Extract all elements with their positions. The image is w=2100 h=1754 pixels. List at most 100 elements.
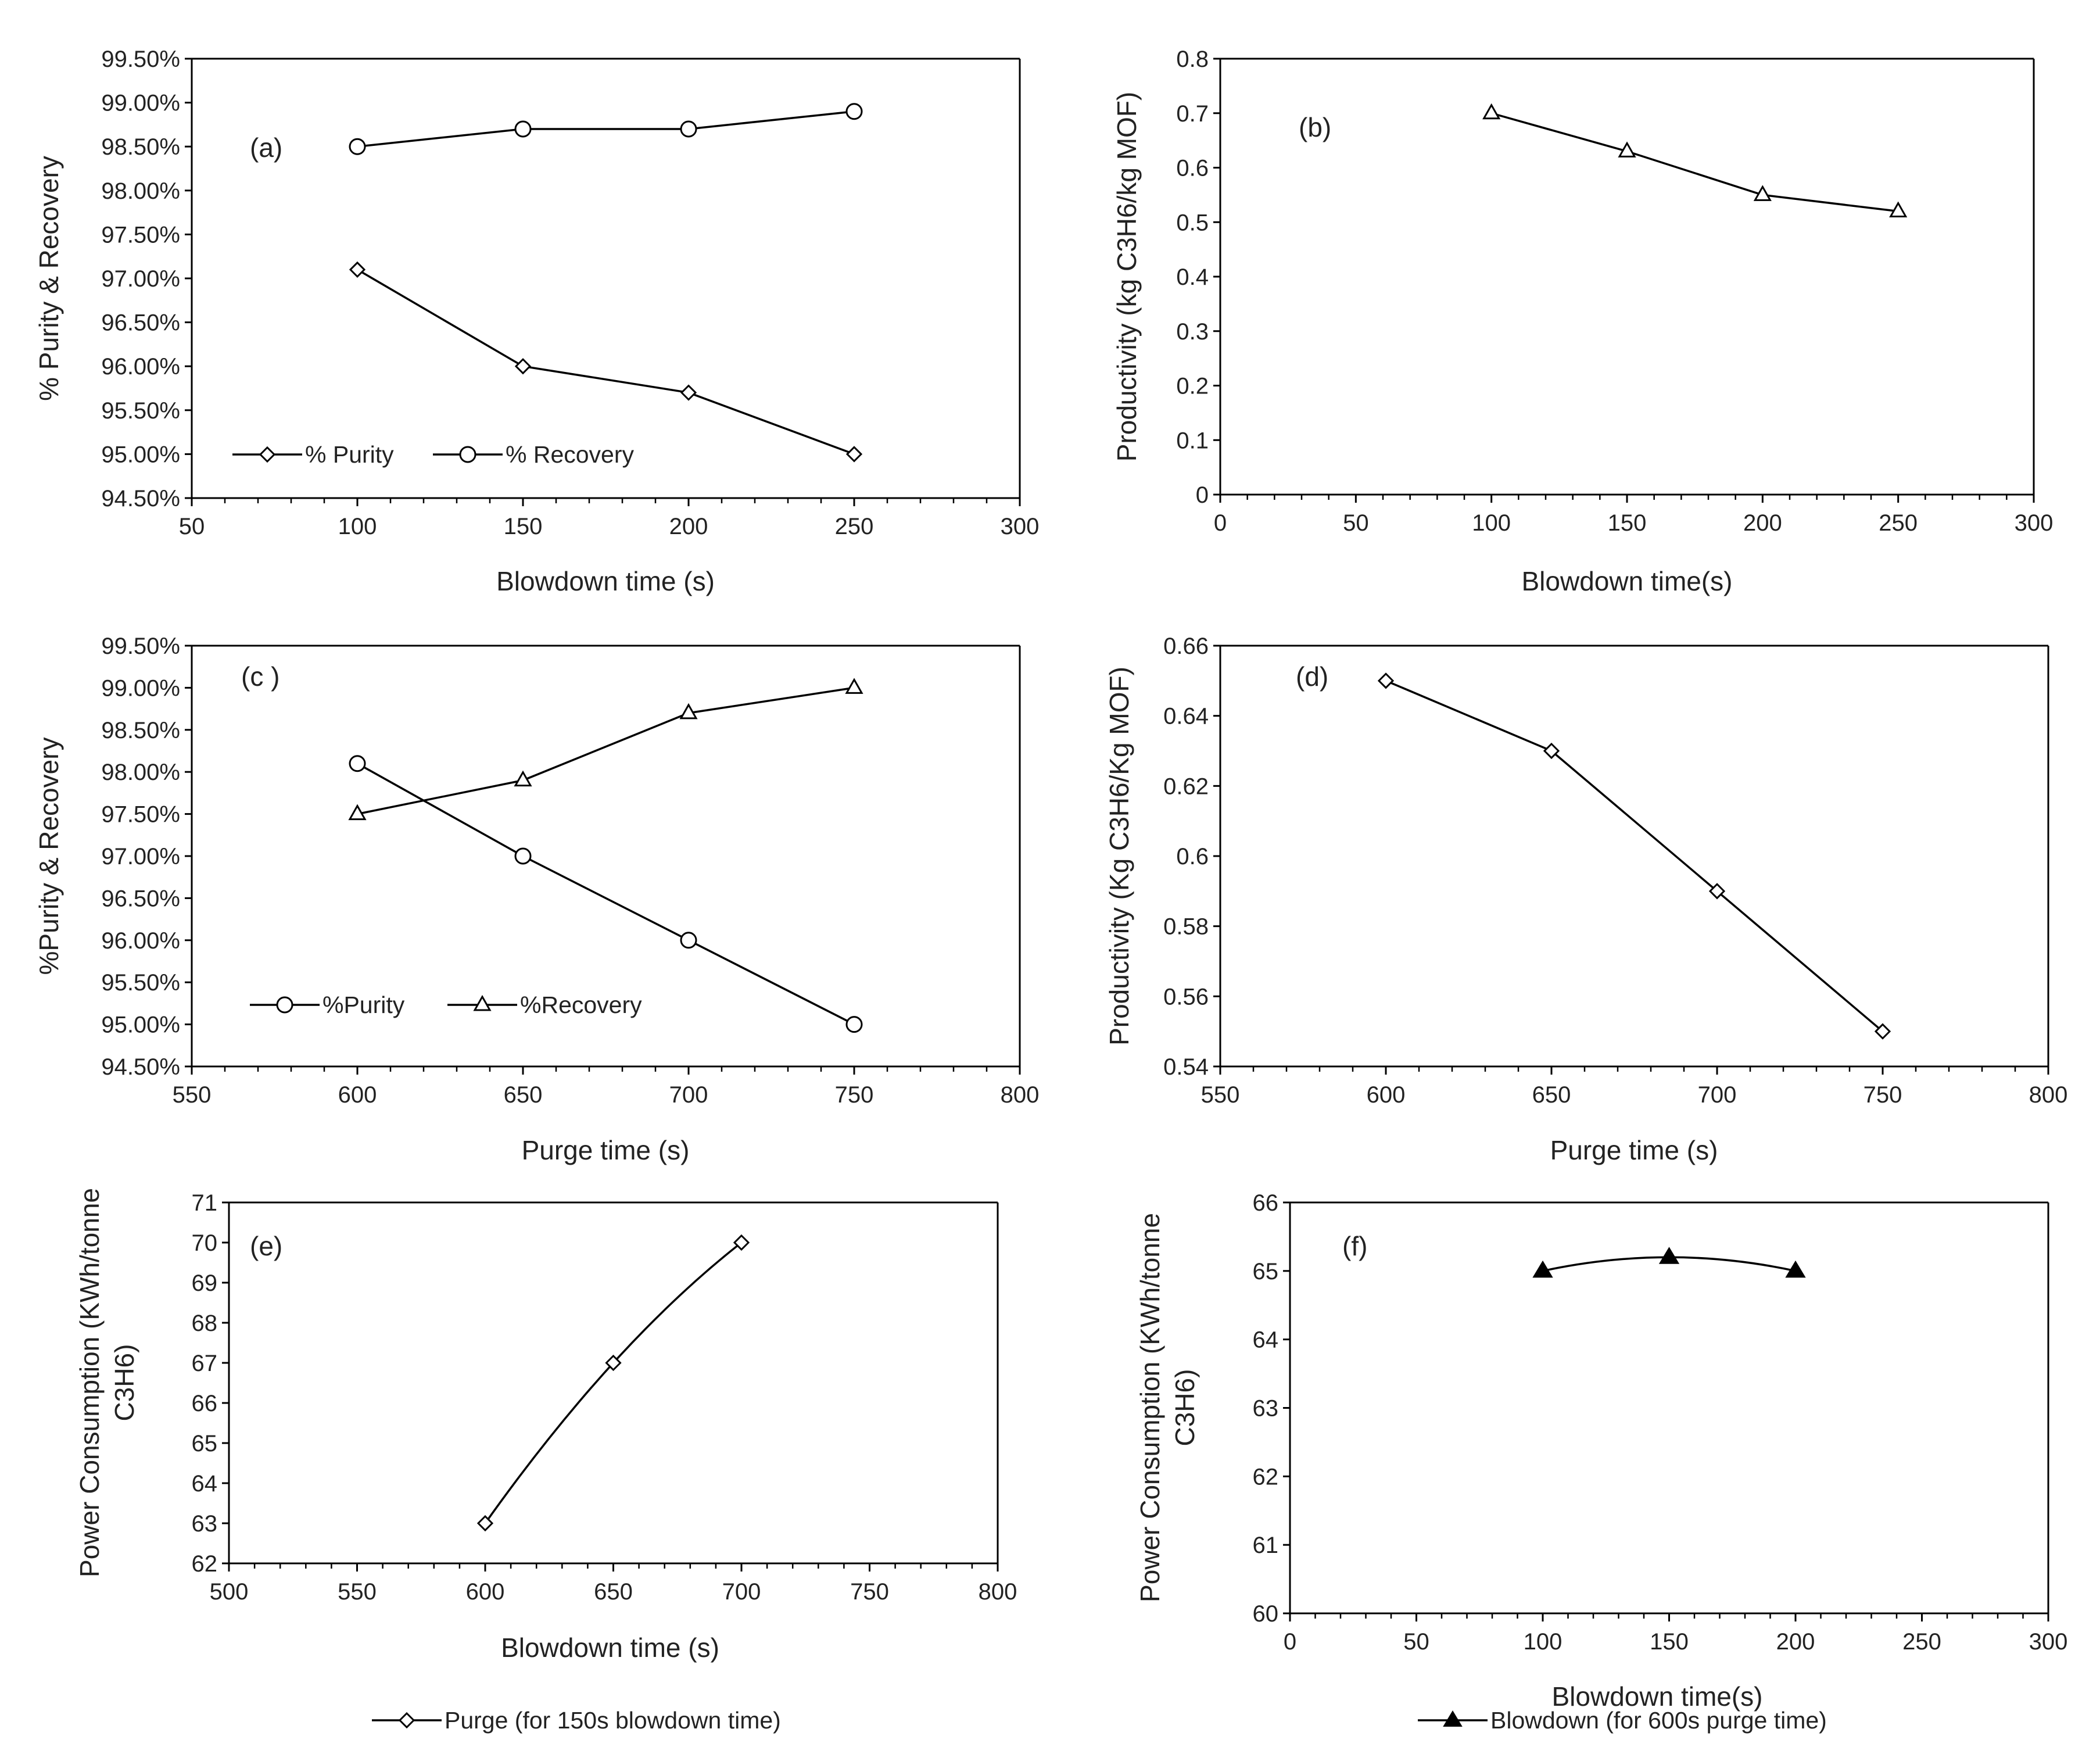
panel-b: 0 50 100 150 200 250 300 0 0.1 0.2 0.3 0.4 0.5 0.6 0.7… bbox=[1112, 46, 2053, 596]
panel-c-x-tick-label: 700 bbox=[669, 1082, 708, 1108]
panel-a-series-0-point bbox=[349, 261, 366, 278]
panel-c-series-0-point bbox=[680, 932, 697, 949]
panel-d-y-tick-label: 0.62 bbox=[1163, 774, 1209, 799]
panel-d-y-tick-label: 0.54 bbox=[1163, 1054, 1209, 1080]
panel-d: 550 600 650 700 750 800 0.54 0.56 0.58 0.6 0.62 0.6… bbox=[1104, 633, 2067, 1165]
panel-f-y-title-line2: C3H6) bbox=[1170, 1369, 1200, 1447]
panel-d-y-tick-label: 0.58 bbox=[1163, 914, 1209, 940]
panel-b-y-tick-label: 0.7 bbox=[1176, 101, 1209, 127]
panel-a-x-title: Blowdown time (s) bbox=[496, 566, 715, 596]
panel-d-series bbox=[1377, 672, 1891, 1040]
panel-b-x-tick-label: 50 bbox=[1343, 510, 1369, 536]
panel-e-y-tick-label: 69 bbox=[192, 1270, 218, 1296]
panel-a-series-1-point bbox=[349, 138, 366, 155]
panel-d-series-0-point bbox=[1543, 742, 1560, 760]
panel-f-y-tick-label: 66 bbox=[1253, 1190, 1279, 1216]
panel-f: 0 50 100 150 200 250 300 60 61 62 63 64 65 66 (f) Blo… bbox=[1135, 1190, 2067, 1734]
panel-a-series-0-line bbox=[357, 269, 855, 456]
panel-f-x-tick-label: 50 bbox=[1403, 1629, 1429, 1655]
panel-e-y-title-line2: C3H6) bbox=[109, 1344, 139, 1422]
panel-c-series-0-point bbox=[514, 847, 532, 865]
panel-a-y-tick-label: 95.00% bbox=[101, 442, 180, 467]
panel-e-y-tick-label: 62 bbox=[192, 1551, 218, 1577]
panel-a-y-tick-label: 95.50% bbox=[101, 398, 180, 424]
panel-e-x-tick-label: 600 bbox=[466, 1579, 505, 1605]
panel-c-x-title: Purge time (s) bbox=[522, 1135, 690, 1165]
panel-e-x-tick-label: 800 bbox=[979, 1579, 1017, 1605]
panel-c-series-1-point bbox=[514, 770, 532, 787]
panel-f-series bbox=[1532, 1247, 1806, 1278]
panel-c-series-0-point bbox=[845, 1016, 863, 1033]
panel-f-legend-marker bbox=[1443, 1710, 1463, 1727]
panel-c-y-title: %Purity & Recovery bbox=[34, 737, 64, 975]
panel-b-y-tick-label: 0.2 bbox=[1176, 374, 1209, 399]
panel-d-label: (d) bbox=[1296, 661, 1328, 692]
panel-c-y-tick-label: 95.50% bbox=[101, 970, 180, 996]
panel-b-y-tick-label: 0.4 bbox=[1176, 264, 1209, 290]
panel-c-legend: %Purity %Recovery bbox=[250, 991, 642, 1018]
panel-b-y-tick-label: 0 bbox=[1196, 482, 1209, 508]
panel-c-series-1-point bbox=[348, 804, 367, 821]
panel-d-y-tick-label: 0.6 bbox=[1176, 844, 1209, 869]
panel-b-x-tick-label: 150 bbox=[1608, 510, 1647, 536]
panel-c-series-1-point bbox=[845, 678, 863, 694]
panel-e-y-title-line1: Power Consumption (KWh/tonne bbox=[74, 1188, 105, 1577]
panel-e-y-tick-label: 66 bbox=[192, 1391, 218, 1416]
panel-f-y-tick-label: 63 bbox=[1253, 1396, 1279, 1422]
panel-c-series-1-line bbox=[357, 686, 855, 815]
panel-b-series bbox=[1482, 103, 1908, 217]
panel-d-series-0-point bbox=[1377, 672, 1395, 689]
panel-a-x-tick-label: 150 bbox=[504, 514, 543, 539]
panel-c-series-0-line bbox=[357, 763, 855, 1026]
panel-b-label: (b) bbox=[1299, 112, 1331, 142]
panel-f-x-title: Blowdown time(s) bbox=[1552, 1681, 1763, 1712]
panel-f-series-0-point bbox=[1532, 1260, 1553, 1278]
panel-e-y-tick-label: 70 bbox=[192, 1230, 218, 1256]
panel-a-series-1-line bbox=[357, 110, 855, 148]
panel-a-label: (a) bbox=[250, 133, 282, 163]
panel-b-series-0-point bbox=[1482, 103, 1501, 120]
panel-e-y-tick-label: 64 bbox=[192, 1471, 218, 1497]
panel-e-x-tick-label: 550 bbox=[338, 1579, 377, 1605]
panel-b-x-tick-label: 0 bbox=[1214, 510, 1227, 536]
panel-f-x-tick-label: 100 bbox=[1524, 1629, 1563, 1655]
panel-d-y-tick-label: 0.64 bbox=[1163, 704, 1209, 729]
panel-f-series-0-point bbox=[1785, 1260, 1806, 1278]
panel-a: 50 100 150 200 250 300 94.50% 95.00% 95.50% 96.00… bbox=[34, 46, 1039, 596]
panel-e-x-tick-label: 700 bbox=[722, 1579, 761, 1605]
panel-c-y-tick-label: 97.50% bbox=[101, 802, 180, 828]
panel-c-y-tick-label: 98.00% bbox=[101, 760, 180, 785]
panel-c-y-tick-label: 96.00% bbox=[101, 928, 180, 954]
panel-e-series-0-point bbox=[733, 1234, 750, 1251]
panel-d-series-0-line bbox=[1385, 679, 1884, 1033]
panel-e-x-tick-label: 500 bbox=[210, 1579, 249, 1605]
panel-a-legend-label-recovery: % Recovery bbox=[506, 441, 635, 468]
panel-f-x-tick-label: 0 bbox=[1284, 1629, 1296, 1655]
panel-f-ticks: 0 50 100 150 200 250 300 60 61 62 63 64 65 66 bbox=[1253, 1190, 2068, 1655]
panel-d-x-tick-label: 750 bbox=[1864, 1082, 1902, 1108]
panel-a-legend-marker-recovery bbox=[459, 446, 476, 463]
panel-c-legend-marker-recovery bbox=[473, 994, 492, 1011]
panel-f-legend: Blowdown (for 600s purge time) bbox=[1418, 1707, 1827, 1734]
panel-f-y-title-line1: Power Consumption (KWh/tonne bbox=[1135, 1213, 1165, 1602]
panel-d-x-tick-label: 550 bbox=[1201, 1082, 1240, 1108]
panel-a-legend-label-purity: % Purity bbox=[305, 441, 394, 468]
panel-c-x-tick-label: 800 bbox=[1001, 1082, 1040, 1108]
panel-f-y-tick-label: 62 bbox=[1253, 1464, 1279, 1490]
panel-b-x-tick-label: 200 bbox=[1743, 510, 1782, 536]
panel-b-y-tick-label: 0.5 bbox=[1176, 210, 1209, 235]
panel-a-series-1-point bbox=[514, 120, 532, 138]
panel-a-series bbox=[349, 103, 863, 463]
panel-c-y-tick-label: 99.00% bbox=[101, 675, 180, 701]
panel-e-x-title: Blowdown time (s) bbox=[501, 1633, 719, 1663]
panel-e-series-0-point bbox=[476, 1515, 494, 1532]
panel-c-y-tick-label: 98.50% bbox=[101, 718, 180, 743]
panel-e-ticks: 500 550 600 650 700 750 800 62 63 64 65 66 67 68 69 70 7… bbox=[192, 1190, 1017, 1605]
panel-f-x-tick-label: 200 bbox=[1776, 1629, 1815, 1655]
panel-b-ticks: 0 50 100 150 200 250 300 0 0.1 0.2 0.3 0.4 0.5 0.6 0.7… bbox=[1176, 46, 2053, 536]
panel-e: 500 550 600 650 700 750 800 62 63 64 65 66 67 68 69 70 7… bbox=[74, 1188, 1017, 1734]
panel-e-y-tick-label: 68 bbox=[192, 1311, 218, 1336]
panel-c-x-tick-label: 750 bbox=[835, 1082, 874, 1108]
panel-e-series-0-point bbox=[605, 1354, 622, 1372]
